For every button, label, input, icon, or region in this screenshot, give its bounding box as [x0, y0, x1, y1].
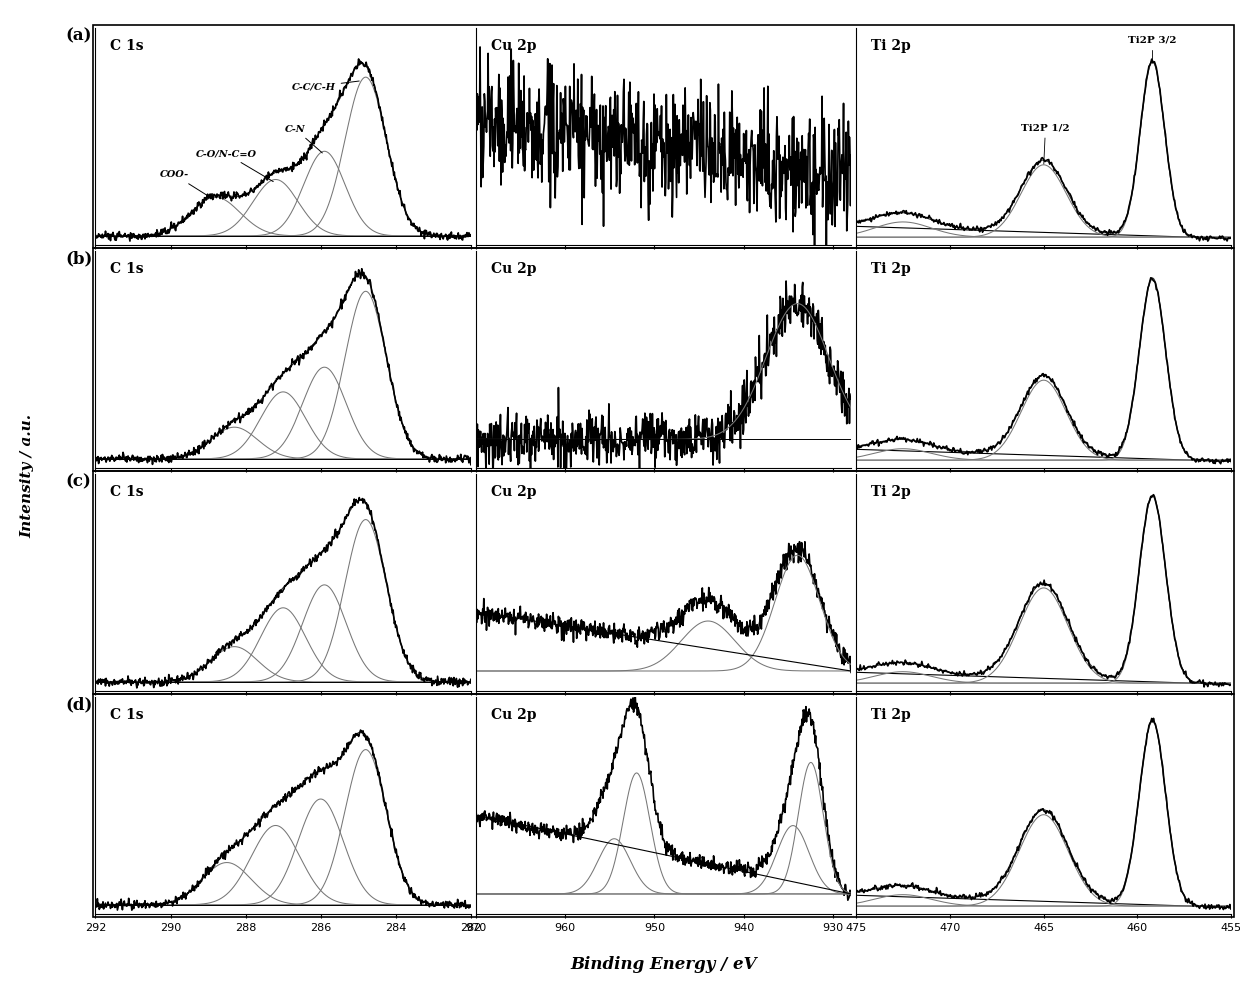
Text: Cu 2p: Cu 2p	[491, 262, 536, 275]
Text: Cu 2p: Cu 2p	[491, 39, 536, 53]
Text: C-N: C-N	[285, 125, 322, 153]
Text: (c): (c)	[66, 474, 92, 491]
Text: Ti 2p: Ti 2p	[870, 39, 910, 53]
Text: Cu 2p: Cu 2p	[491, 485, 536, 498]
Text: (b): (b)	[66, 251, 93, 268]
Text: C 1s: C 1s	[110, 39, 144, 53]
Text: Ti 2p: Ti 2p	[870, 262, 910, 275]
Text: Ti2P 3/2: Ti2P 3/2	[1128, 36, 1177, 63]
Text: Binding Energy / eV: Binding Energy / eV	[570, 956, 756, 973]
Text: Ti 2p: Ti 2p	[870, 708, 910, 721]
Text: Ti2P 1/2: Ti2P 1/2	[1022, 124, 1070, 164]
Text: C 1s: C 1s	[110, 708, 144, 721]
Text: Intensity / a.u.: Intensity / a.u.	[20, 413, 35, 538]
Text: C 1s: C 1s	[110, 262, 144, 275]
Text: (a): (a)	[66, 28, 92, 45]
Text: Ti 2p: Ti 2p	[870, 485, 910, 498]
Text: Cu 2p: Cu 2p	[491, 708, 536, 721]
Text: COO-: COO-	[160, 170, 213, 199]
Text: C 1s: C 1s	[110, 485, 144, 498]
Text: C-C/C-H: C-C/C-H	[291, 81, 360, 91]
Text: C-O/N-C=O: C-O/N-C=O	[196, 150, 273, 181]
Text: (d): (d)	[66, 697, 93, 714]
